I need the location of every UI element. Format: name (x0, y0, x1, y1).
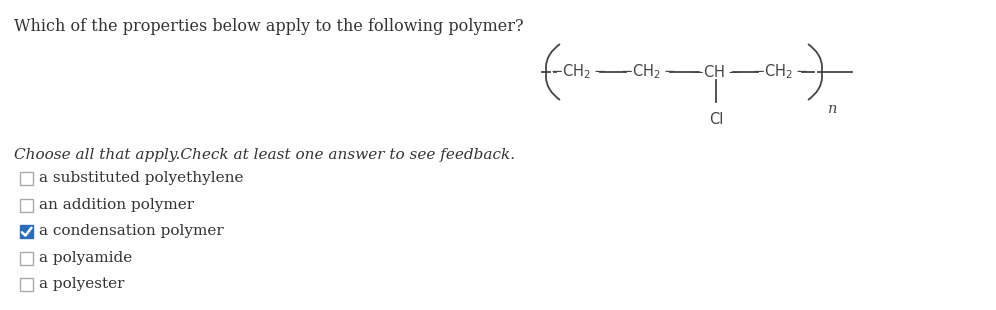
Text: $\mathsf{-CH_2-}$: $\mathsf{-CH_2-}$ (550, 63, 607, 81)
Bar (20, 171, 33, 184)
Text: an addition polymer: an addition polymer (39, 198, 194, 212)
Bar (20, 224, 33, 237)
Text: $\mathsf{-CH_2-}$: $\mathsf{-CH_2-}$ (752, 63, 808, 81)
Text: a substituted polyethylene: a substituted polyethylene (39, 171, 243, 185)
Bar (20, 251, 33, 264)
Text: Cl: Cl (709, 112, 723, 127)
Text: a polyester: a polyester (39, 277, 124, 291)
Bar (20, 277, 33, 290)
Text: n: n (828, 102, 838, 116)
Text: Which of the properties below apply to the following polymer?: Which of the properties below apply to t… (14, 18, 524, 35)
Text: a polyamide: a polyamide (39, 251, 132, 265)
Text: $\mathsf{-CH-}$: $\mathsf{-CH-}$ (691, 64, 741, 80)
Bar (20, 198, 33, 211)
Text: $\mathsf{-CH_2-}$: $\mathsf{-CH_2-}$ (620, 63, 676, 81)
Text: a condensation polymer: a condensation polymer (39, 224, 224, 238)
Text: Choose all that apply.​Check at least one answer to see feedback.: Choose all that apply.​Check at least on… (14, 148, 515, 162)
